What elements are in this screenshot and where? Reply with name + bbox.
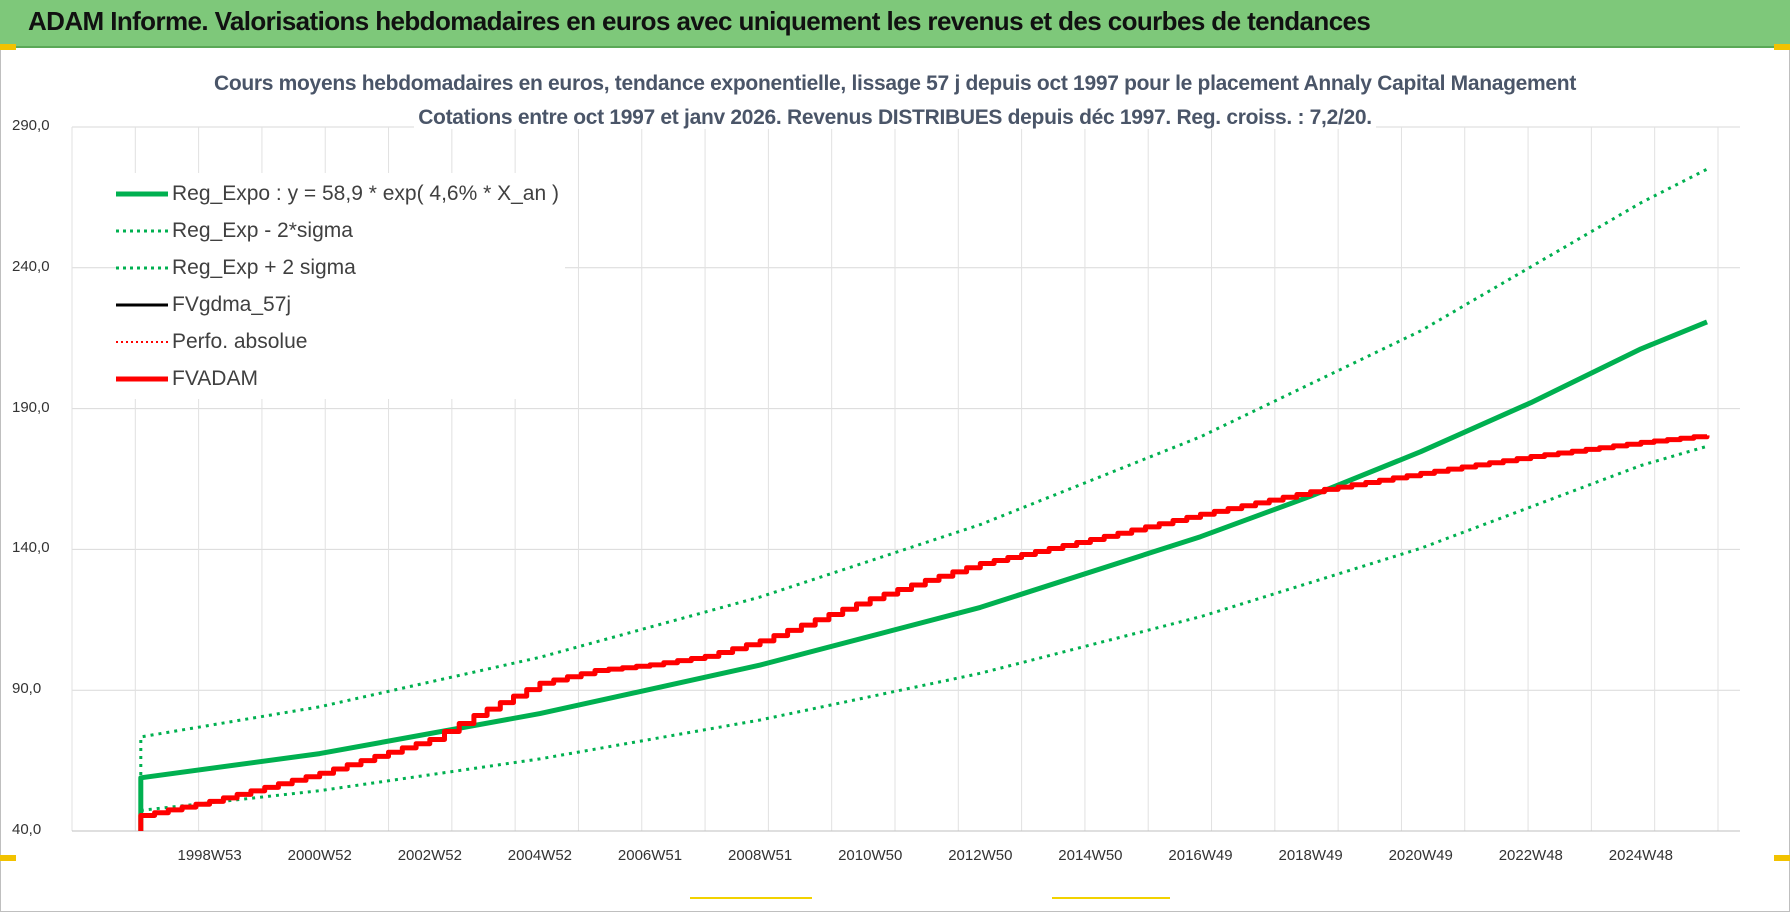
x-tick-label: 2018W49	[1278, 847, 1343, 864]
legend-label: Reg_Exp - 2*sigma	[172, 218, 353, 242]
page-title: ADAM Informe. Valorisations hebdomadaire…	[28, 6, 1371, 36]
legend-label: Reg_Expo : y = 58,9 * exp( 4,6% * X_an )	[172, 181, 559, 205]
series-line-1	[140, 444, 1708, 812]
header-bar: ADAM Informe. Valorisations hebdomadaire…	[0, 0, 1790, 48]
legend-label: Perfo. absolue	[172, 329, 308, 353]
x-tick-label: 2000W52	[287, 847, 352, 864]
legend-label: Reg_Exp + 2 sigma	[172, 255, 356, 279]
x-tick-label: 2016W49	[1168, 847, 1233, 864]
y-tick-label: 240,0	[12, 257, 50, 275]
legend: Reg_Expo : y = 58,9 * exp( 4,6% * X_an )…	[116, 173, 565, 399]
y-tick-label: 40,0	[12, 821, 42, 838]
x-tick-label: 2008W51	[728, 847, 793, 864]
x-tick-label: 2014W50	[1058, 847, 1123, 864]
x-tick-label: 1998W53	[177, 847, 242, 864]
corner-mark	[0, 855, 16, 861]
legend-label: FVADAM	[172, 366, 258, 390]
legend-item: Reg_Exp - 2*sigma	[116, 212, 559, 249]
x-tick-label: 2002W52	[397, 847, 462, 864]
legend-swatch	[116, 191, 168, 196]
x-tick-label: 2010W50	[838, 847, 903, 864]
series-line-0	[138, 319, 1708, 831]
x-tick-label: 2020W49	[1388, 847, 1453, 864]
y-tick-label: 190,0	[12, 398, 50, 416]
chart-title: Cours moyens hebdomadaires en euros, ten…	[0, 72, 1790, 96]
chart-title-text: Cours moyens hebdomadaires en euros, ten…	[209, 72, 1581, 95]
series-layer	[138, 167, 1710, 831]
legend-item: FVADAM	[116, 360, 559, 397]
x-tick-label: 2012W50	[948, 847, 1013, 864]
chart-subtitle: Cotations entre oct 1997 et janv 2026. R…	[0, 106, 1790, 130]
legend-label: FVgdma_57j	[172, 292, 292, 316]
chart-subtitle-text: Cotations entre oct 1997 et janv 2026. R…	[414, 106, 1376, 129]
x-tick-label: 2006W51	[617, 847, 683, 864]
legend-item: Reg_Expo : y = 58,9 * exp( 4,6% * X_an )	[116, 175, 559, 212]
y-tick-label: 290,0	[12, 117, 50, 134]
legend-swatch	[116, 303, 168, 306]
y-tick-label: 140,0	[12, 539, 50, 557]
y-tick-label: 90,0	[12, 680, 42, 698]
x-tick-label: 2024W48	[1608, 847, 1674, 864]
legend-item: Reg_Exp + 2 sigma	[116, 249, 559, 286]
legend-swatch	[116, 376, 168, 381]
series-line-5	[138, 434, 1710, 831]
x-tick-label: 2022W48	[1498, 847, 1563, 864]
footer-mark	[690, 897, 812, 899]
legend-swatch	[116, 229, 168, 232]
corner-mark	[1774, 855, 1790, 861]
corner-mark	[0, 44, 16, 50]
legend-swatch	[116, 340, 168, 343]
legend-item: FVgdma_57j	[116, 286, 559, 323]
series-line-2	[139, 167, 1708, 831]
legend-swatch	[116, 266, 168, 269]
footer-mark	[1052, 897, 1170, 899]
x-tick-label: 2004W52	[507, 847, 573, 864]
legend-item: Perfo. absolue	[116, 323, 559, 360]
corner-mark	[1774, 44, 1790, 50]
